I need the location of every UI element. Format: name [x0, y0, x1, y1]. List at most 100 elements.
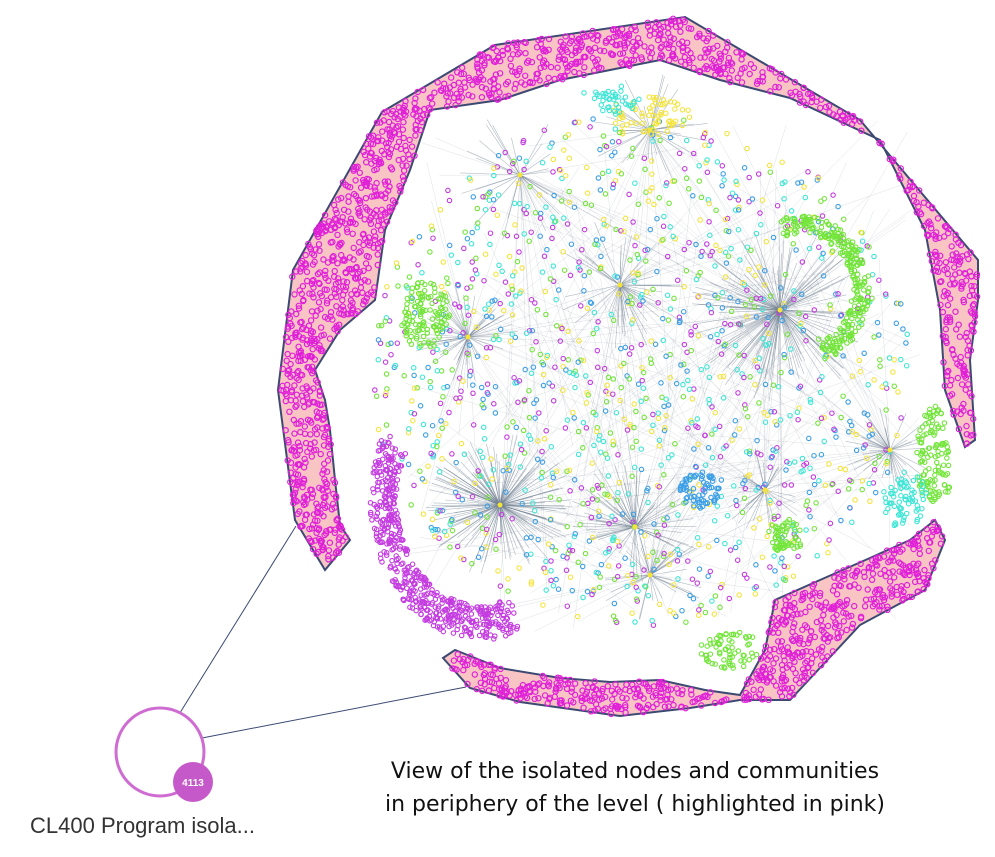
graph-node: [615, 489, 621, 496]
graph-node: [583, 425, 590, 431]
graph-node: [939, 470, 945, 476]
graph-edge: [443, 467, 501, 506]
graph-node: [765, 330, 772, 337]
isolated-node: [944, 301, 952, 309]
graph-node: [381, 444, 387, 450]
graph-node: [704, 241, 710, 247]
graph-node: [492, 410, 499, 416]
graph-node: [464, 285, 470, 291]
isolated-node: [474, 60, 481, 68]
graph-node: [746, 656, 753, 663]
graph-node: [405, 429, 412, 436]
isolated-node: [968, 309, 976, 317]
graph-node: [379, 445, 386, 452]
graph-node: [448, 252, 455, 258]
graph-edge: [737, 489, 766, 493]
graph-node: [447, 521, 453, 527]
graph-node: [779, 159, 785, 165]
graph-node: [564, 417, 571, 423]
graph-node: [643, 395, 649, 402]
graph-node: [898, 301, 904, 307]
graph-node: [792, 534, 798, 540]
graph-edge: [649, 131, 908, 576]
isolated-node: [347, 215, 355, 222]
graph-node: [812, 214, 818, 221]
graph-node: [658, 462, 664, 468]
graph-node: [781, 304, 788, 311]
graph-node: [543, 204, 549, 210]
isolated-node: [638, 56, 646, 63]
graph-node: [857, 283, 863, 289]
isolated-node: [412, 132, 419, 139]
graph-edge: [702, 292, 781, 311]
graph-node: [748, 247, 754, 254]
graph-node: [731, 483, 737, 489]
graph-node: [632, 180, 638, 186]
graph-node: [895, 512, 902, 518]
graph-node: [412, 328, 418, 334]
graph-node: [682, 165, 688, 172]
graph-edge: [614, 284, 621, 349]
graph-node: [865, 289, 872, 295]
graph-node: [689, 396, 696, 402]
graph-node: [610, 181, 617, 188]
graph-node: [694, 534, 701, 541]
graph-node: [601, 93, 607, 99]
isolated-node: [399, 126, 407, 133]
graph-node: [883, 460, 890, 467]
graph-node: [767, 500, 773, 506]
graph-edge: [426, 284, 621, 510]
graph-node: [761, 409, 767, 416]
graph-node: [901, 469, 907, 475]
graph-edge: [499, 504, 538, 539]
graph-node: [616, 129, 623, 136]
graph-node: [732, 544, 739, 551]
isolated-node: [416, 107, 423, 115]
graph-node: [389, 491, 395, 498]
graph-node: [853, 447, 860, 454]
graph-node: [653, 121, 660, 127]
isolated-node: [954, 374, 962, 382]
graph-node: [579, 563, 586, 570]
graph-node: [741, 374, 747, 381]
graph-node: [871, 334, 877, 340]
isolated-node: [291, 430, 298, 437]
graph-node: [572, 531, 579, 537]
graph-node: [382, 499, 389, 506]
graph-node: [375, 357, 382, 363]
graph-node: [485, 191, 492, 197]
isolated-node: [311, 399, 318, 406]
graph-node: [575, 451, 582, 458]
graph-node: [728, 245, 734, 252]
graph-edge: [889, 439, 908, 451]
graph-node: [563, 367, 569, 373]
graph-edge: [649, 342, 903, 576]
graph-node: [535, 536, 541, 543]
graph-node: [474, 353, 481, 359]
isolated-node: [309, 546, 317, 553]
graph-node: [436, 469, 443, 475]
graph-node: [579, 246, 585, 253]
graph-node: [777, 285, 784, 291]
isolated-node: [387, 135, 395, 143]
graph-node: [487, 344, 494, 351]
graph-edge: [779, 309, 915, 432]
graph-node: [822, 482, 829, 489]
graph-node: [675, 576, 681, 582]
graph-edge: [588, 519, 636, 528]
graph-edge: [743, 309, 781, 353]
graph-node: [899, 520, 906, 526]
graph-node: [470, 390, 476, 397]
graph-node: [599, 170, 606, 177]
isolated-node: [618, 60, 626, 68]
graph-node: [388, 340, 394, 347]
graph-edge: [729, 309, 781, 376]
isolated-node: [616, 50, 624, 58]
graph-node: [679, 607, 685, 614]
graph-node: [926, 410, 933, 416]
isolated-node: [533, 44, 541, 51]
graph-node: [411, 385, 418, 391]
graph-node: [550, 214, 556, 221]
graph-node: [762, 481, 768, 488]
graph-node: [670, 582, 677, 588]
